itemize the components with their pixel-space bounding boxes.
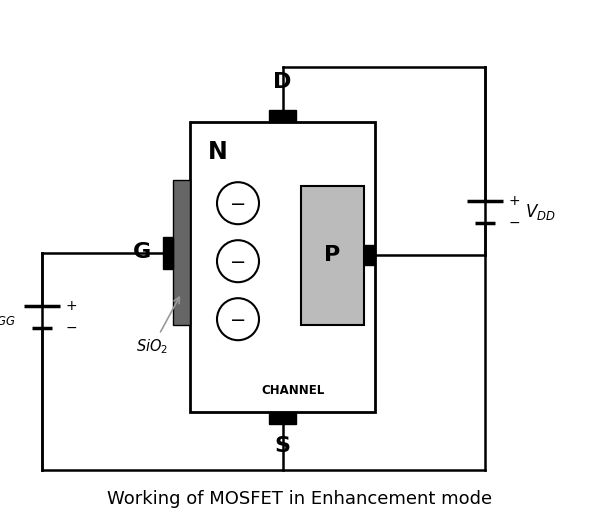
Bar: [269, 412, 296, 424]
Bar: [364, 245, 374, 265]
Text: −: −: [230, 311, 246, 330]
Text: P: P: [325, 245, 341, 265]
Text: D: D: [274, 72, 292, 92]
Text: −: −: [66, 321, 77, 335]
Text: +: +: [509, 194, 521, 208]
Text: +: +: [66, 299, 77, 313]
Text: Working of MOSFET in Enhancement mode: Working of MOSFET in Enhancement mode: [107, 490, 493, 508]
Text: −: −: [509, 216, 521, 230]
Text: CHANNEL: CHANNEL: [261, 384, 324, 397]
Bar: [190, 122, 375, 412]
Text: N: N: [208, 140, 228, 164]
Circle shape: [217, 240, 259, 282]
Text: G: G: [133, 243, 151, 263]
Text: −: −: [230, 195, 246, 213]
Bar: [173, 180, 190, 325]
Text: $SiO_2$: $SiO_2$: [137, 297, 179, 356]
Bar: [163, 236, 173, 268]
Text: −: −: [230, 253, 246, 271]
Circle shape: [217, 182, 259, 224]
Bar: [269, 110, 296, 122]
Text: $V_{GG}$: $V_{GG}$: [0, 307, 16, 327]
Bar: [301, 186, 364, 325]
Text: $V_{DD}$: $V_{DD}$: [525, 202, 556, 222]
Circle shape: [217, 298, 259, 340]
Text: S: S: [275, 436, 290, 456]
